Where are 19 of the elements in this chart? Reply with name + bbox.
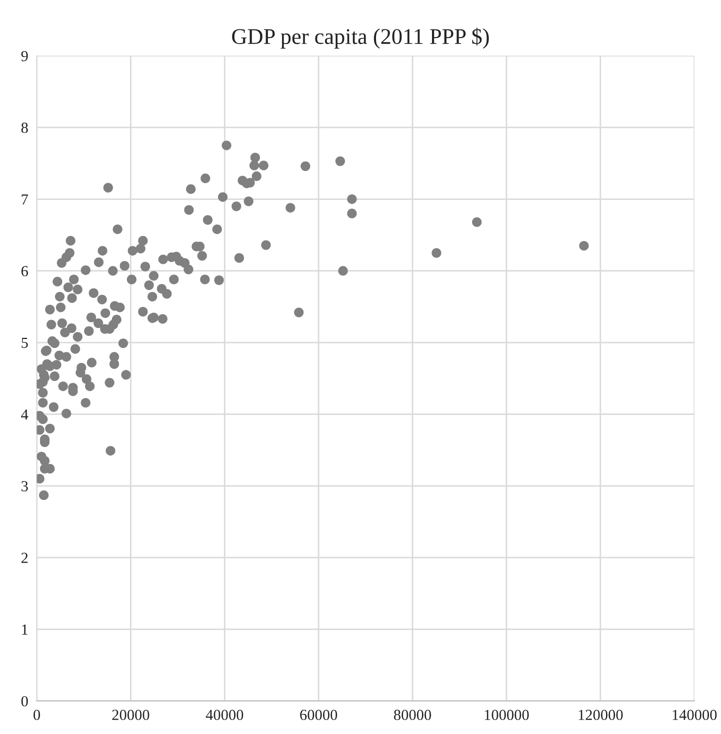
x-tick-label: 140000 bbox=[672, 710, 717, 720]
x-tick-label: 80000 bbox=[394, 710, 432, 720]
chart-title: GDP per capita (2011 PPP $) bbox=[232, 28, 489, 49]
x-tick-label: 0 bbox=[34, 710, 40, 720]
y-tick-label: 2 bbox=[21, 552, 28, 563]
x-tick-label: 60000 bbox=[300, 710, 338, 720]
y-tick-label: 5 bbox=[22, 338, 28, 348]
y-tick-label: 9 bbox=[21, 50, 28, 62]
y-tick-label: 8 bbox=[21, 122, 28, 133]
x-tick-label: 40000 bbox=[206, 710, 244, 720]
y-tick-label: 3 bbox=[22, 481, 28, 492]
y-tick-label: 7 bbox=[22, 194, 28, 204]
x-tick-label: 120000 bbox=[578, 710, 623, 720]
y-tick-label: 6 bbox=[21, 266, 28, 276]
y-tick-label: 4 bbox=[21, 409, 28, 420]
x-tick-label: 100000 bbox=[484, 710, 529, 720]
x-tick-label: 20000 bbox=[112, 710, 150, 720]
y-tick-label: 1 bbox=[22, 624, 28, 635]
y-tick-label: 0 bbox=[21, 696, 28, 706]
